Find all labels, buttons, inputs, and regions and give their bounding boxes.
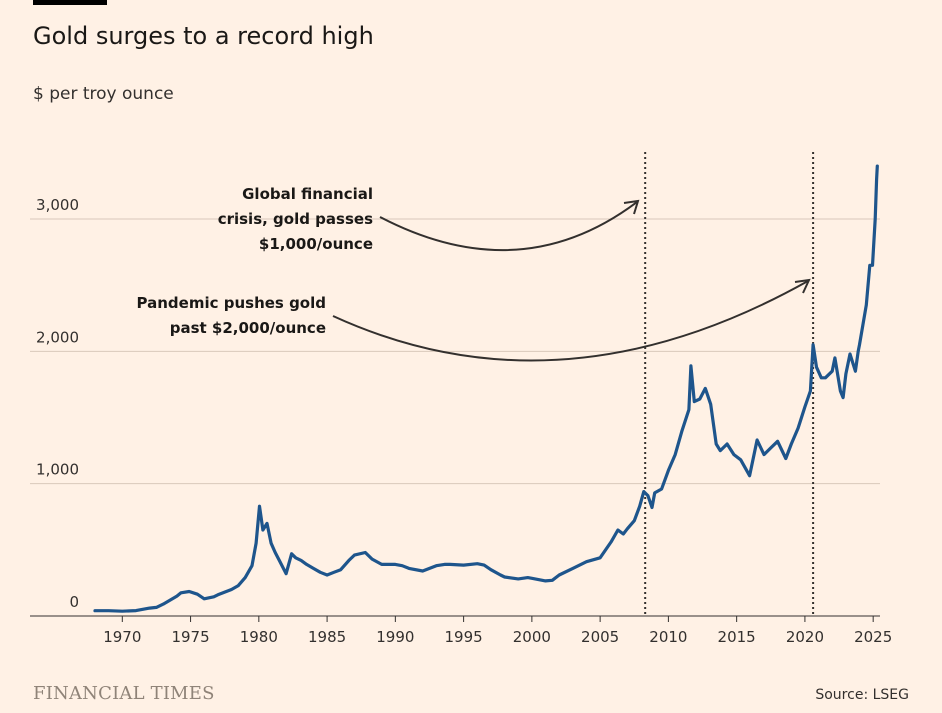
x-tick-label-1985: 1985 <box>308 628 346 646</box>
annotation-gfc-arrowhead <box>623 199 640 215</box>
x-tick-label-2020: 2020 <box>786 628 824 646</box>
annotation-pandemic-arrowhead <box>794 278 811 294</box>
event-marker-lines <box>644 152 815 616</box>
x-tick-label-2000: 2000 <box>513 628 551 646</box>
x-tick-label-1980: 1980 <box>240 628 278 646</box>
x-tick-label-2015: 2015 <box>718 628 756 646</box>
annotation-gfc-line1: Global financial <box>242 185 373 203</box>
ft-logo-wordmark: FINANCIAL TIMES <box>33 683 215 704</box>
x-tick-label-2005: 2005 <box>581 628 619 646</box>
x-tick-label-1990: 1990 <box>376 628 414 646</box>
annotation-pandemic-line1: Pandemic pushes gold <box>137 294 326 312</box>
y-tick-label-3000: 3,000 <box>36 196 79 214</box>
chart-title: Gold surges to a record high <box>33 22 374 50</box>
gold-price-line <box>93 164 879 613</box>
grid-lines <box>30 218 880 617</box>
x-tick-label-1970: 1970 <box>103 628 141 646</box>
x-tick-label-1975: 1975 <box>171 628 209 646</box>
annotation-pandemic-line2: past $2,000/ounce <box>170 319 326 337</box>
annotations: Global financial crisis, gold passes $1,… <box>137 185 811 362</box>
y-tick-label-1000: 1,000 <box>36 461 79 479</box>
y-tick-label-0: 0 <box>69 593 79 611</box>
chart-subtitle: $ per troy ounce <box>33 84 174 104</box>
annotation-gfc-line3: $1,000/ounce <box>259 235 373 253</box>
x-tick-label-1995: 1995 <box>445 628 483 646</box>
x-tick-label-2025: 2025 <box>854 628 892 646</box>
series-layer <box>93 164 879 613</box>
annotation-gfc-line2: crisis, gold passes <box>218 210 373 228</box>
annotation-pandemic-arrow <box>332 280 809 362</box>
y-axis-tick-labels: 0 1,000 2,000 3,000 <box>36 196 79 611</box>
y-tick-label-2000: 2,000 <box>36 328 79 346</box>
x-axis-ticks: 1970 1975 1980 1985 1990 1995 2000 2005 2010 2015… <box>103 616 892 646</box>
brand-top-rule <box>33 0 107 5</box>
x-tick-label-2010: 2010 <box>649 628 687 646</box>
annotation-gfc-arrow <box>379 201 638 252</box>
source-note: Source: LSEG <box>815 687 909 703</box>
